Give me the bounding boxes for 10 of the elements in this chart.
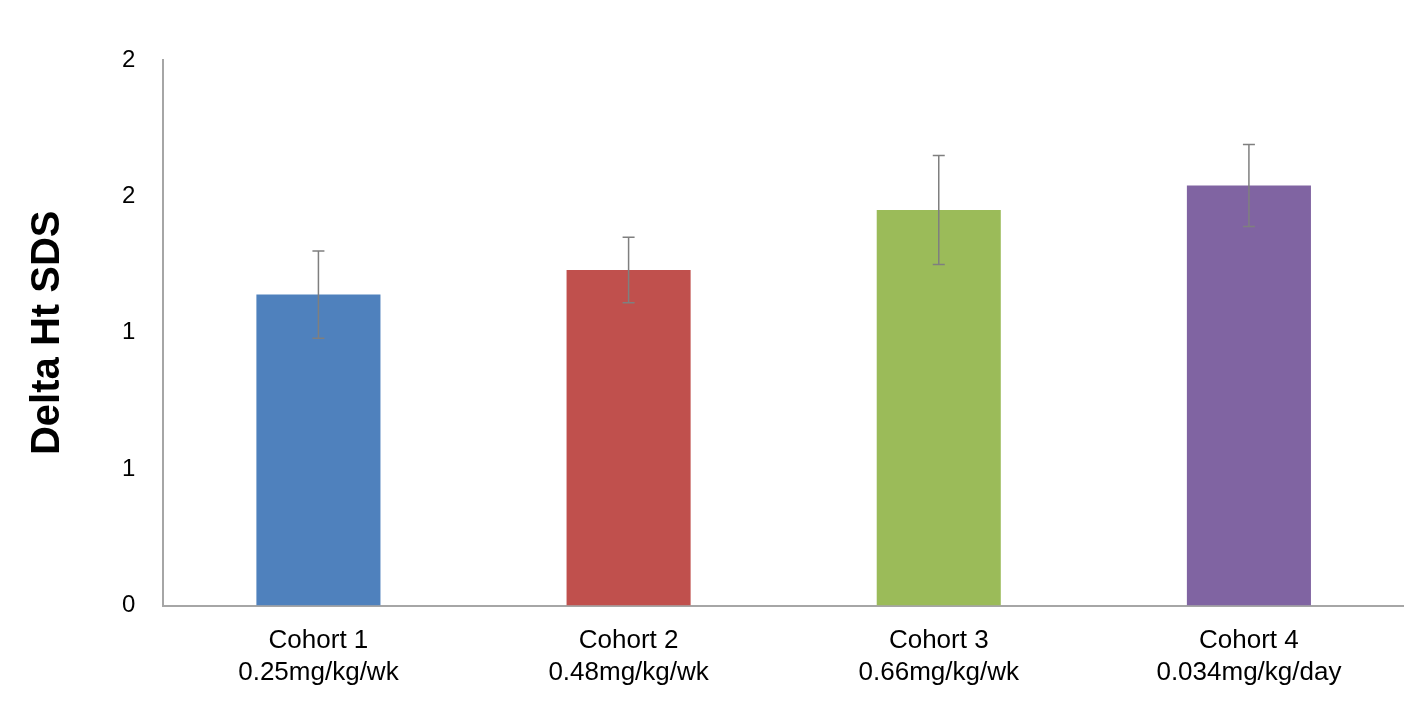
y-axis-title: Delta Ht SDS xyxy=(23,210,68,456)
y-tick-label: 1 xyxy=(121,317,136,345)
x-tick-label: Cohort 2 0.48mg/kg/wk xyxy=(548,624,710,686)
y-tick-label: 1 xyxy=(121,453,136,481)
y-tick-label: 0 xyxy=(121,590,136,618)
x-tick-label: Cohort 1 0.25mg/kg/wk xyxy=(238,624,400,686)
x-tick-label: Cohort 3 0.66mg/kg/wk xyxy=(858,624,1020,686)
x-tick-label: Cohort 4 0.034mg/kg/day xyxy=(1156,624,1342,686)
y-tick-label: 2 xyxy=(121,181,136,209)
y-tick-label: 2 xyxy=(121,44,136,72)
